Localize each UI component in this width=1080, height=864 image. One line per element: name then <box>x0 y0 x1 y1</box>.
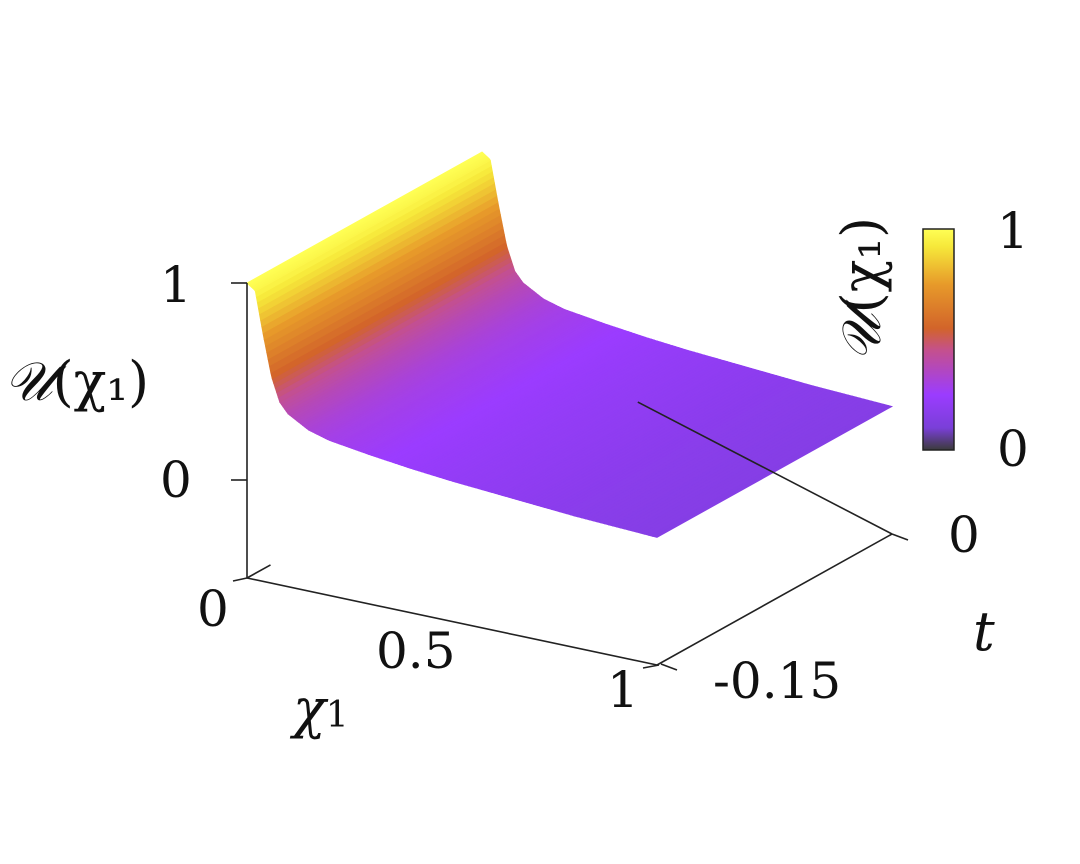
x-tick-0.5: 0.5 <box>376 622 456 680</box>
t-tick-max: 0 <box>948 506 980 564</box>
x-axis-line <box>246 577 658 666</box>
floor-back-stub <box>246 564 271 579</box>
x-tick-0: 0 <box>197 580 229 638</box>
z-tick-1: 1 <box>160 256 192 314</box>
t-floor-edge <box>637 401 893 535</box>
t-tick-min: -0.15 <box>713 652 841 710</box>
colorbar-label: 𝒰(χ₁) <box>830 217 893 362</box>
colorbar <box>922 228 955 451</box>
x-tick-1: 1 <box>607 661 639 719</box>
t-tick-mark-max <box>891 533 909 541</box>
t-axis-label: t <box>973 600 995 663</box>
colorbar-max-label: 1 <box>997 202 1029 260</box>
t-tick-mark-min <box>660 663 678 671</box>
x-tick-mark-0 <box>232 577 248 582</box>
axes-layer <box>231 282 909 671</box>
x-axis-label: χ1 <box>289 677 349 740</box>
surface-layer <box>246 151 894 538</box>
z-tick-0: 0 <box>160 451 192 509</box>
colorbar-min-label: 0 <box>997 420 1029 478</box>
x-tick-mark-1 <box>642 664 660 669</box>
t-axis-line <box>656 533 893 666</box>
z-axis-label: 𝒰(χ₁) <box>4 350 149 413</box>
